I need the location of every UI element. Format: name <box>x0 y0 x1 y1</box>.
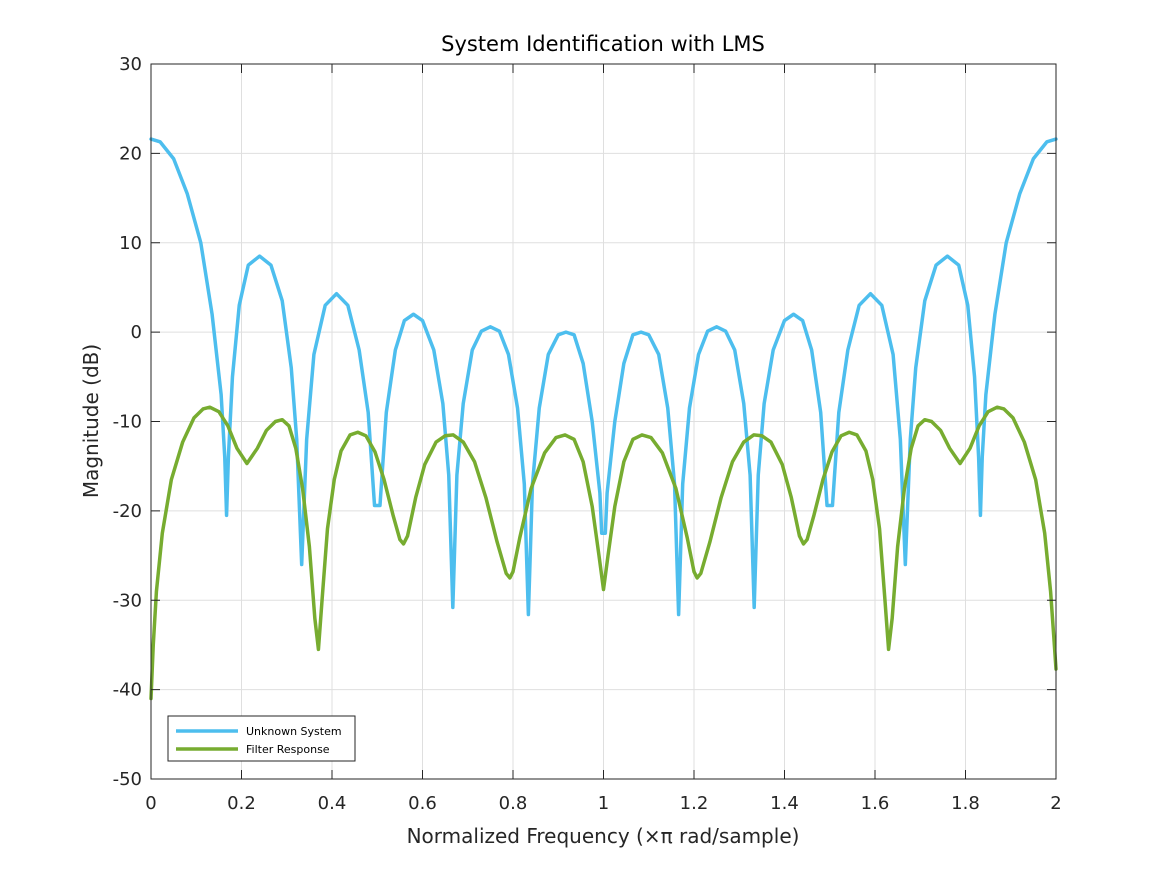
y-axis-label: Magnitude (dB) <box>79 344 103 498</box>
x-tick-label: 0.2 <box>227 793 256 814</box>
axes <box>150 63 1057 780</box>
x-tick-label: 1.4 <box>770 793 799 814</box>
y-tick-label: -20 <box>113 501 142 522</box>
grid <box>151 64 1056 779</box>
x-tick-label: 2 <box>1050 793 1061 814</box>
series-line-unknown-system <box>149 137 1058 617</box>
y-tick-label: -40 <box>113 680 142 701</box>
y-tick-label: 20 <box>119 143 142 164</box>
y-tick-label: -10 <box>113 412 142 433</box>
legend-label-unknown-system: Unknown System <box>246 725 342 738</box>
x-tick-label: 0.6 <box>408 793 437 814</box>
x-axis-label: Normalized Frequency (×π rad/sample) <box>407 824 800 848</box>
y-tick-label: 10 <box>119 233 142 254</box>
x-tick-label: 1.8 <box>951 793 980 814</box>
x-tick-label: 1 <box>598 793 609 814</box>
series-line-filter-response <box>149 405 1058 701</box>
legend: Unknown System Filter Response <box>167 715 356 762</box>
y-tick-label: -30 <box>113 590 142 611</box>
chart-title: System Identification with LMS <box>441 32 765 56</box>
y-tick-label: -50 <box>113 769 142 790</box>
y-tick-label: 30 <box>119 54 142 75</box>
x-tick-label: 1.2 <box>680 793 709 814</box>
x-tick-label: 0 <box>145 793 156 814</box>
legend-label-filter-response: Filter Response <box>246 743 330 756</box>
x-tick-label: 0.8 <box>499 793 528 814</box>
series-lines <box>149 137 1058 701</box>
legend-box <box>167 715 356 762</box>
y-tick-label: 0 <box>131 322 142 343</box>
tick-labels: 0 0.2 0.4 0.6 0.8 1 1.2 1.4 1.6 1.8 2 -50 -40 -30 -20 -… <box>113 54 1062 814</box>
x-tick-label: 1.6 <box>861 793 890 814</box>
x-tick-label: 0.4 <box>318 793 347 814</box>
